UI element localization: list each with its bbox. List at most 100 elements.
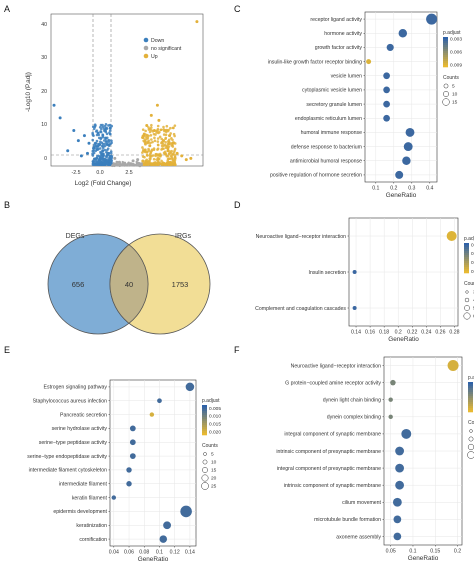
volcano-cloud-point-down [102, 139, 106, 142]
venn-label-degs: DEGs [66, 233, 85, 240]
volcano-point [155, 103, 159, 107]
panel-d: D Neuroactive ligand−receptor interactio… [234, 200, 474, 343]
volcano-cloud-point-nosig [135, 160, 138, 164]
legend-nosig-swatch [143, 45, 149, 51]
dotplot-colorbar-segment [202, 415, 207, 418]
volcano-cloud-point-up [153, 136, 156, 140]
dotplot-colorbar-tick-label: 0.005 [209, 406, 221, 412]
volcano-cloud-point-up [166, 157, 170, 161]
volcano-cloud-point-up [149, 163, 153, 166]
dotplot-point [159, 535, 168, 543]
dotplot-x-axis-title: GeneRatio [388, 336, 419, 343]
dotplot-category-label: insulin-like growth factor receptor bind… [268, 59, 362, 65]
dotplot-category-label: Neuroactive ligand−receptor interaction [256, 234, 347, 240]
dotplot-point [403, 142, 413, 152]
volcano-cloud-point-down [105, 162, 109, 166]
dotplot-category-label: secretory granule lumen [306, 102, 362, 108]
dotplot-colorbar-segment [468, 390, 473, 393]
dotplot-colorbar-segment [468, 404, 473, 407]
volcano-cloud-point-up [141, 146, 144, 149]
volcano-cloud-point-up [147, 126, 150, 129]
dotplot-x-tick-label: 0.22 [407, 330, 417, 336]
volcano-cloud-point-up [152, 157, 156, 161]
dotplot-category-label: intermediate filament cytoskeleton [29, 468, 108, 474]
volcano-cloud-point-up [156, 129, 159, 132]
volcano-cloud-point-up [158, 135, 162, 139]
dotplot-colorbar-segment [443, 65, 448, 68]
venn-count-degs-only: 656 [72, 280, 85, 289]
dotplot-colorbar-tick-label: 0.020 [209, 429, 221, 435]
dotplot-x-tick-label: 0.18 [379, 330, 389, 336]
volcano-cloud-point-down [101, 152, 105, 156]
volcano-cloud-point-up [156, 124, 160, 128]
volcano-y-ticks: 0 10 20 30 40 [41, 22, 47, 162]
volcano-point [116, 163, 120, 167]
legend-up-swatch [143, 53, 149, 59]
dotplot-point [126, 467, 132, 473]
dotplot-colorbar-segment [464, 249, 469, 252]
dotplot-category-label: serine hydrolase activity [52, 426, 108, 432]
dotplot-colorbar-segment [443, 57, 448, 60]
dotplot-colorbar-segment [464, 245, 469, 248]
dotplot-legend-size-title: Counts [468, 420, 474, 426]
volcano-cloud-point-down [99, 160, 103, 164]
volcano-cloud-point-up [156, 140, 160, 143]
volcano-cloud-point-up [166, 163, 170, 166]
dotplot-x-tick-label: 0.2 [395, 330, 402, 336]
dotplot-colorbar-segment [443, 37, 448, 40]
volcano-cloud-point-up [166, 140, 170, 143]
dotplot-colorbar-segment [468, 398, 473, 401]
panel-letter-f: F [234, 345, 240, 355]
dotplot-colorbar-segment [468, 382, 473, 385]
volcano-cloud-point-down [91, 160, 95, 164]
volcano-point [180, 154, 184, 158]
volcano-cloud-point-up [157, 154, 161, 157]
volcano-point [108, 126, 112, 130]
legend-down-label: Down [151, 38, 164, 44]
dotplot-point [129, 439, 136, 446]
volcano-point [79, 154, 83, 158]
dotplot-point [157, 398, 162, 404]
dotplot-colorbar-tick-label: 0.005 [471, 242, 474, 248]
dotplot-colorbar-segment [464, 259, 469, 262]
dotplot-colorbar-segment [468, 406, 473, 409]
dotplot-size-legend-label: 15 [211, 468, 217, 474]
dotplot-colorbar-segment [464, 271, 469, 274]
volcano-legend: Down no significant Up [143, 37, 182, 60]
dotplot-colorbar-segment [468, 402, 473, 405]
dotplot-legend-color-title: p.adjust [443, 30, 461, 36]
dotplot-colorbar-segment [464, 257, 469, 260]
volcano-point [66, 149, 70, 153]
dotplot-point [126, 481, 132, 487]
dotplot-colorbar-segment [202, 427, 207, 430]
dotplot-colorbar-segment [443, 63, 448, 66]
dotplot-legend-color-title: p.adjust [464, 236, 474, 242]
dotplot-category-label: integral component of presynaptic membra… [277, 466, 381, 472]
dotplot-size-legend-label: 5 [452, 84, 455, 90]
volcano-cloud-point-up [166, 129, 170, 133]
dotplot-legend-color-title: p.adjust [202, 398, 220, 404]
volcano-cloud-point-up [143, 138, 147, 142]
volcano-x-tick: 2.5 [125, 170, 132, 176]
dotplot-c: receptor ligand activity hormone activity… [268, 11, 462, 199]
dotplot-x-tick-label: 0.15 [430, 549, 440, 555]
dotplot-colorbar-segment [202, 417, 207, 420]
volcano-cloud-point-down [96, 154, 99, 158]
volcano-cloud-point-up [153, 139, 157, 143]
volcano-point [72, 129, 76, 133]
volcano-cloud-point-nosig [138, 161, 141, 165]
legend-nosig-label: no significant [151, 46, 182, 52]
volcano-point [166, 149, 170, 153]
volcano-cloud-point-down [92, 151, 96, 155]
volcano-cloud-point-up [142, 162, 146, 165]
dotplot-x-tick-label: 0.3 [408, 186, 415, 192]
dotplot-size-legend-label: 25 [211, 484, 217, 490]
dotplot-size-legend-label: 5 [211, 452, 214, 458]
volcano-cloud-point-up [170, 149, 173, 153]
dotplot-colorbar-segment [202, 423, 207, 426]
volcano-cloud-point-nosig [138, 164, 142, 168]
volcano-cloud-point-up [145, 153, 149, 157]
dotplot-legend-color-title: p.adjust [468, 375, 474, 381]
volcano-cloud-point-up [150, 148, 154, 151]
dotplot-f: Neuroactive ligand−receptor interaction G… [276, 356, 474, 562]
